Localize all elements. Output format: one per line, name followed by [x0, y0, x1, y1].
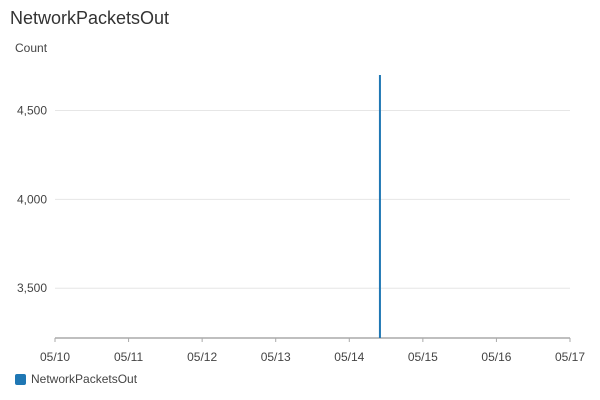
- legend-swatch: [15, 373, 26, 385]
- x-tick-label: 05/11: [114, 350, 143, 364]
- y-axis-label: Count: [15, 41, 48, 55]
- y-tick-label: 4,500: [17, 104, 47, 118]
- x-tick-label: 05/10: [40, 350, 70, 364]
- x-tick-label: 05/13: [261, 350, 291, 364]
- x-axis: 05/10 05/11 05/12 05/13 05/14 05/15 05/16 05/17: [40, 337, 585, 364]
- x-tick-label: 05/16: [481, 350, 511, 364]
- chart-title: NetworkPacketsOut: [10, 8, 170, 28]
- grid-lines: [55, 110, 570, 289]
- x-tick-label: 05/15: [408, 350, 438, 364]
- y-tick-label: 4,000: [17, 192, 47, 206]
- x-tick-label: 05/14: [334, 350, 364, 364]
- y-tick-labels: 3,500 4,000 4,500: [17, 104, 47, 296]
- x-tick-label: 05/12: [187, 350, 217, 364]
- x-tick-label: 05/17: [555, 350, 585, 364]
- legend-label: NetworkPacketsOut: [31, 372, 138, 386]
- y-tick-label: 3,500: [17, 281, 47, 295]
- legend[interactable]: NetworkPacketsOut: [15, 372, 137, 386]
